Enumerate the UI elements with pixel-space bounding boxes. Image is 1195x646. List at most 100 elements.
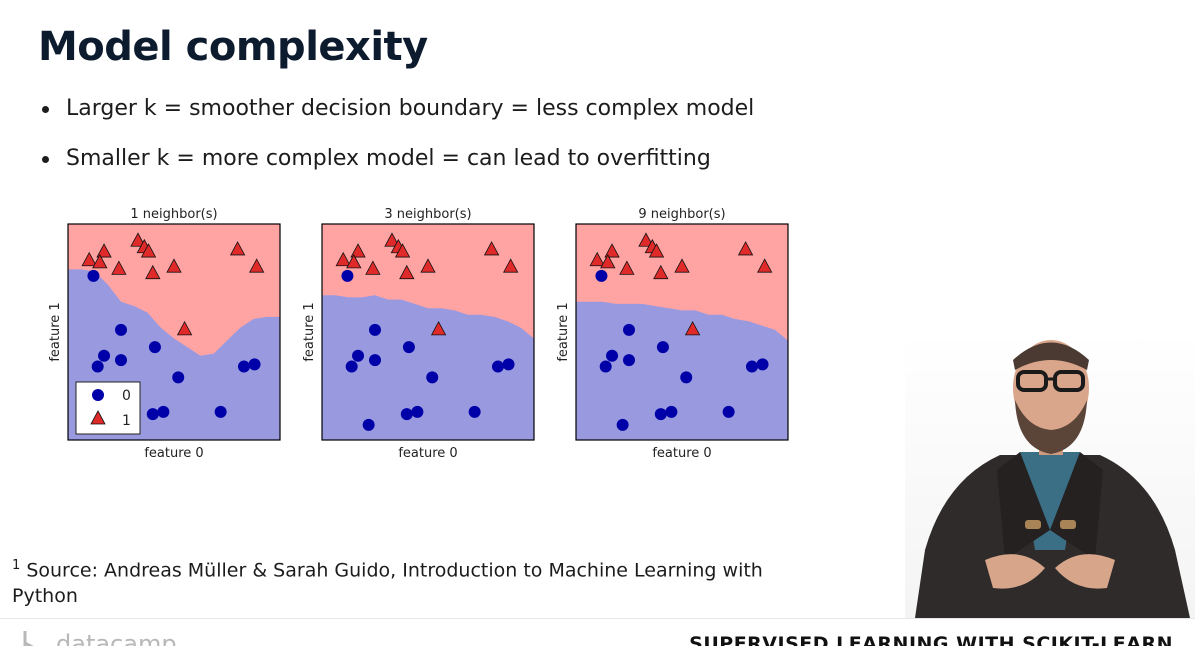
data-point-class-0 (502, 358, 515, 371)
data-point-class-0 (680, 371, 693, 384)
data-point-class-1 (648, 243, 665, 258)
data-point-class-0 (656, 341, 669, 354)
data-point-class-0 (400, 408, 413, 421)
data-point-class-1 (589, 251, 605, 267)
brand-name: datacamp (56, 630, 177, 646)
legend-label-class-0: 0 (122, 388, 131, 404)
data-point-class-1 (145, 264, 161, 280)
footnote: 1 Source: Andreas Müller & Sarah Guido, … (12, 553, 842, 609)
data-point-class-0 (352, 349, 365, 362)
data-point-class-1 (166, 258, 182, 273)
data-point-class-1 (229, 241, 246, 256)
data-point-class-1 (111, 260, 127, 275)
data-point-class-1 (92, 254, 108, 269)
data-point-class-1 (638, 232, 654, 247)
data-point-class-0 (595, 269, 608, 282)
y-axis-label: feature 1 (48, 302, 63, 361)
data-point-class-1 (600, 254, 616, 269)
footnote-text-line1: Source: Andreas Müller & Sarah Guido, In… (26, 559, 763, 582)
data-point-class-1 (350, 243, 366, 258)
presenter-video (905, 330, 1195, 618)
data-point-class-1 (420, 258, 436, 273)
bullet-text: Larger k = smoother decision boundary = … (66, 96, 755, 121)
data-point-class-0 (237, 360, 250, 373)
data-point-class-0 (745, 360, 758, 373)
data-point-class-1 (737, 241, 754, 256)
data-point-class-1 (399, 264, 415, 280)
data-point-class-1 (394, 243, 411, 258)
legend-label-class-1: 1 (122, 413, 131, 429)
data-point-class-1 (176, 320, 193, 336)
data-point-class-1 (384, 232, 400, 247)
legend-box (75, 381, 141, 435)
data-point-class-0 (491, 360, 504, 373)
bullet-dot-icon (42, 156, 49, 163)
data-point-class-0 (341, 269, 354, 282)
data-point-class-1 (653, 264, 669, 280)
bullet-text: Smaller k = more complex model = can lea… (66, 146, 711, 171)
y-axis-label: feature 1 (302, 302, 317, 361)
data-point-class-1 (684, 320, 701, 336)
data-point-class-1 (503, 258, 519, 273)
data-point-class-0 (654, 408, 667, 421)
plot-title: 9 neighbor(s) (638, 207, 725, 222)
data-point-class-0 (426, 371, 439, 384)
data-point-class-1 (249, 258, 265, 273)
data-point-class-0 (362, 418, 375, 431)
data-point-class-1 (619, 260, 635, 275)
plot-frame (575, 223, 789, 441)
plot-frame (67, 223, 281, 441)
data-point-class-0 (599, 360, 612, 373)
bullet-item: Smaller k = more complex model = can lea… (40, 142, 754, 192)
data-point-class-0 (115, 354, 127, 367)
data-point-class-0 (411, 405, 424, 418)
bottom-bar: datacamp SUPERVISED LEARNING WITH SCIKIT… (0, 618, 1195, 646)
data-point-class-1 (81, 251, 97, 267)
data-point-class-0 (665, 405, 678, 418)
datacamp-logo-icon (23, 631, 34, 646)
data-point-class-0 (146, 408, 159, 421)
data-point-class-0 (616, 418, 629, 431)
footnote-marker: 1 (12, 558, 21, 573)
data-point-class-0 (402, 341, 415, 354)
data-point-class-1 (335, 251, 351, 267)
x-axis-label: feature 0 (398, 446, 457, 461)
data-point-class-0 (148, 341, 161, 354)
legend-marker-class-1 (90, 410, 106, 425)
data-point-class-0 (345, 360, 358, 373)
class-0-region (576, 301, 788, 440)
data-point-class-0 (623, 354, 635, 367)
data-point-class-0 (248, 358, 261, 371)
plot-frame (321, 223, 535, 441)
bullet-list: Larger k = smoother decision boundary = … (40, 92, 754, 192)
legend-marker-class-0 (92, 389, 104, 401)
x-axis-label: feature 0 (144, 446, 203, 461)
data-point-class-0 (98, 349, 111, 362)
data-point-class-1 (140, 243, 157, 258)
data-point-class-0 (87, 269, 100, 282)
bullet-item: Larger k = smoother decision boundary = … (40, 92, 754, 142)
data-point-class-1 (365, 260, 381, 275)
data-point-class-1 (130, 232, 146, 247)
x-axis-label: feature 0 (652, 446, 711, 461)
plot-title: 3 neighbor(s) (384, 207, 471, 222)
data-point-class-1 (674, 258, 690, 273)
data-point-class-0 (157, 405, 170, 418)
y-axis-label: feature 1 (556, 302, 571, 361)
data-point-class-0 (623, 323, 635, 336)
data-point-class-1 (483, 241, 500, 256)
data-point-class-0 (756, 358, 769, 371)
data-point-class-1 (96, 243, 112, 258)
data-point-class-0 (115, 323, 127, 336)
data-point-class-1 (430, 320, 447, 336)
data-point-class-0 (722, 405, 735, 418)
bullet-dot-icon (42, 106, 49, 113)
data-point-class-1 (757, 258, 773, 273)
course-title: SUPERVISED LEARNING WITH SCIKIT-LEARN (689, 633, 1173, 646)
data-point-class-1 (604, 243, 620, 258)
data-point-class-0 (369, 354, 381, 367)
slide-title: Model complexity (38, 24, 428, 70)
knn-decision-boundary-figure: 1 neighbor(s) feature 0 feature 1 0 1 3 neigh… (48, 207, 789, 461)
plot-title: 1 neighbor(s) (130, 207, 217, 222)
data-point-class-1 (346, 254, 362, 269)
